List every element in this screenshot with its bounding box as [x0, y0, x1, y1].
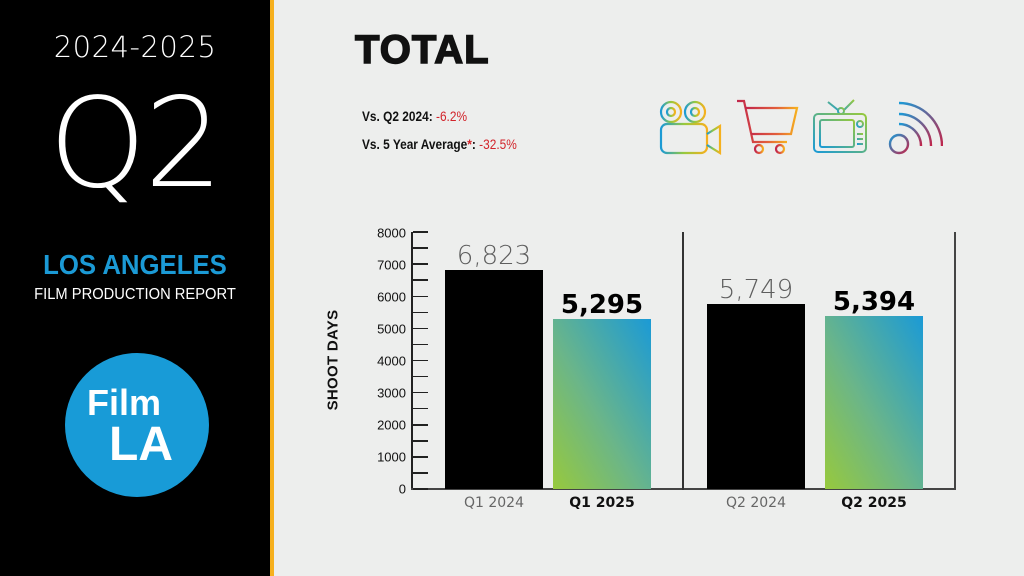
y-tick-label: 8000 — [377, 225, 406, 241]
y-axis-tick — [413, 375, 428, 378]
bar-q1-2025 — [553, 318, 651, 489]
y-axis-tick — [413, 359, 428, 362]
y-tick-label: 3000 — [377, 385, 406, 401]
bar-value-label: 6,823 — [456, 240, 532, 271]
x-axis — [411, 488, 956, 490]
bar-q1-2024 — [445, 269, 543, 489]
comparison-value: -32.5% — [479, 137, 517, 152]
accent-divider — [270, 0, 274, 576]
y-tick-label: 6000 — [377, 289, 406, 305]
x-category-label: Q1 2025 — [569, 495, 635, 511]
y-axis-tick — [413, 407, 428, 410]
report-years: 2024-2025 — [53, 30, 217, 64]
comparison-prior-year: Vs. Q2 2024: -6.2% — [362, 109, 467, 124]
y-axis-tick — [413, 295, 428, 297]
comparison-label: Vs. Q2 2024: — [362, 109, 433, 124]
y-axis-label: SHOOT DAYS — [324, 309, 342, 411]
y-tick-label: 5000 — [377, 321, 406, 337]
sidebar-panel: 2024-2025 Q2 LOS ANGELES FILM PRODUCTION… — [0, 0, 270, 576]
shopping-cart-icon — [737, 99, 799, 155]
report-city: LOS ANGELES — [43, 249, 227, 280]
y-axis-tick — [413, 391, 428, 394]
broadcast-signal-icon — [888, 101, 943, 155]
report-subtitle: FILM PRODUCTION REPORT — [34, 286, 236, 303]
y-axis-tick — [413, 440, 428, 442]
bar-value-label: 5,295 — [560, 289, 644, 320]
report-quarter: Q2 — [48, 72, 224, 216]
y-axis-tick — [413, 488, 428, 490]
page-title: TOTAL — [354, 27, 490, 73]
y-tick-label: 7000 — [377, 257, 406, 273]
comparison-five-year: Vs. 5 Year Average*: -32.5% — [362, 137, 517, 152]
television-icon — [813, 99, 867, 153]
x-category-label: Q1 2024 — [463, 495, 524, 511]
logo-line-2: LA — [109, 418, 173, 471]
quarter-divider — [682, 232, 684, 490]
x-category-label: Q2 2024 — [725, 495, 786, 511]
comparison-colon: : — [471, 137, 476, 152]
y-tick-label: 1000 — [377, 449, 406, 465]
film-camera-icon — [659, 100, 722, 155]
bar-q2-2024 — [707, 304, 805, 489]
y-tick-label: 0 — [398, 481, 406, 497]
y-axis-tick — [413, 424, 428, 426]
filmla-logo: Film LA — [65, 353, 209, 497]
y-axis — [411, 232, 413, 490]
x-category-label: Q2 2025 — [841, 495, 907, 511]
y-axis-tick — [413, 263, 428, 265]
comparison-value: -6.2% — [435, 109, 468, 124]
bar-q2-2025 — [825, 315, 923, 489]
chart-right-border — [954, 232, 956, 490]
logo-line-1: Film — [87, 382, 162, 423]
y-axis-tick — [413, 247, 428, 249]
y-axis-tick — [413, 279, 428, 281]
bar-value-label: 5,749 — [718, 275, 794, 306]
y-axis-tick — [413, 231, 428, 233]
comparison-label: Vs. 5 Year Average — [362, 137, 468, 152]
y-axis-tick — [413, 311, 428, 314]
footnote-star: * — [467, 137, 472, 152]
y-tick-label: 4000 — [377, 353, 406, 369]
y-axis-tick — [413, 327, 428, 330]
y-axis-tick — [413, 472, 428, 474]
y-axis-tick — [413, 343, 428, 346]
y-axis-tick — [413, 456, 428, 458]
bar-value-label: 5,394 — [832, 286, 916, 317]
y-tick-label: 2000 — [377, 417, 406, 433]
